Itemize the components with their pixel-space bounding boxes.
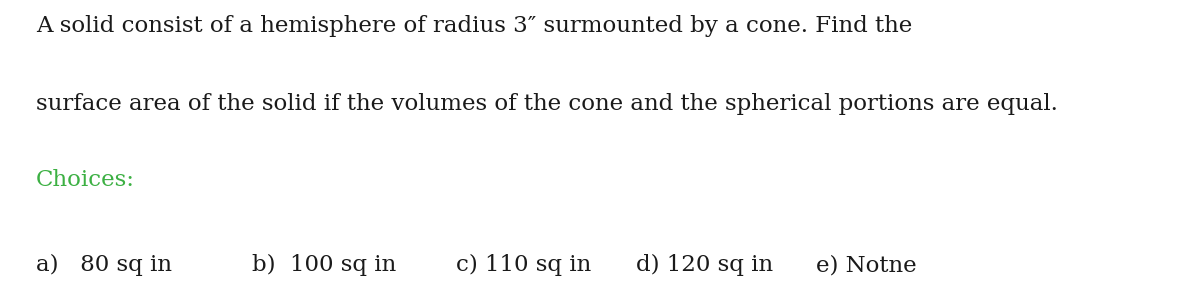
- Text: A solid consist of a hemisphere of radius 3″ surmounted by a cone. Find the: A solid consist of a hemisphere of radiu…: [36, 15, 912, 36]
- Text: e) Notne: e) Notne: [816, 254, 917, 276]
- Text: Choices:: Choices:: [36, 169, 134, 191]
- Text: b)  100 sq in: b) 100 sq in: [252, 254, 396, 276]
- Text: surface area of the solid if the volumes of the cone and the spherical portions : surface area of the solid if the volumes…: [36, 93, 1058, 115]
- Text: d) 120 sq in: d) 120 sq in: [636, 254, 773, 276]
- Text: c) 110 sq in: c) 110 sq in: [456, 254, 592, 276]
- Text: a)   80 sq in: a) 80 sq in: [36, 254, 172, 276]
